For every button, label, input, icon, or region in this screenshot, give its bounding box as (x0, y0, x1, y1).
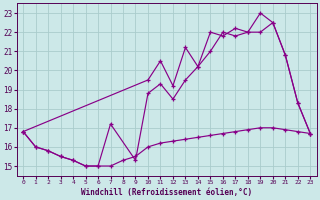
X-axis label: Windchill (Refroidissement éolien,°C): Windchill (Refroidissement éolien,°C) (81, 188, 252, 197)
